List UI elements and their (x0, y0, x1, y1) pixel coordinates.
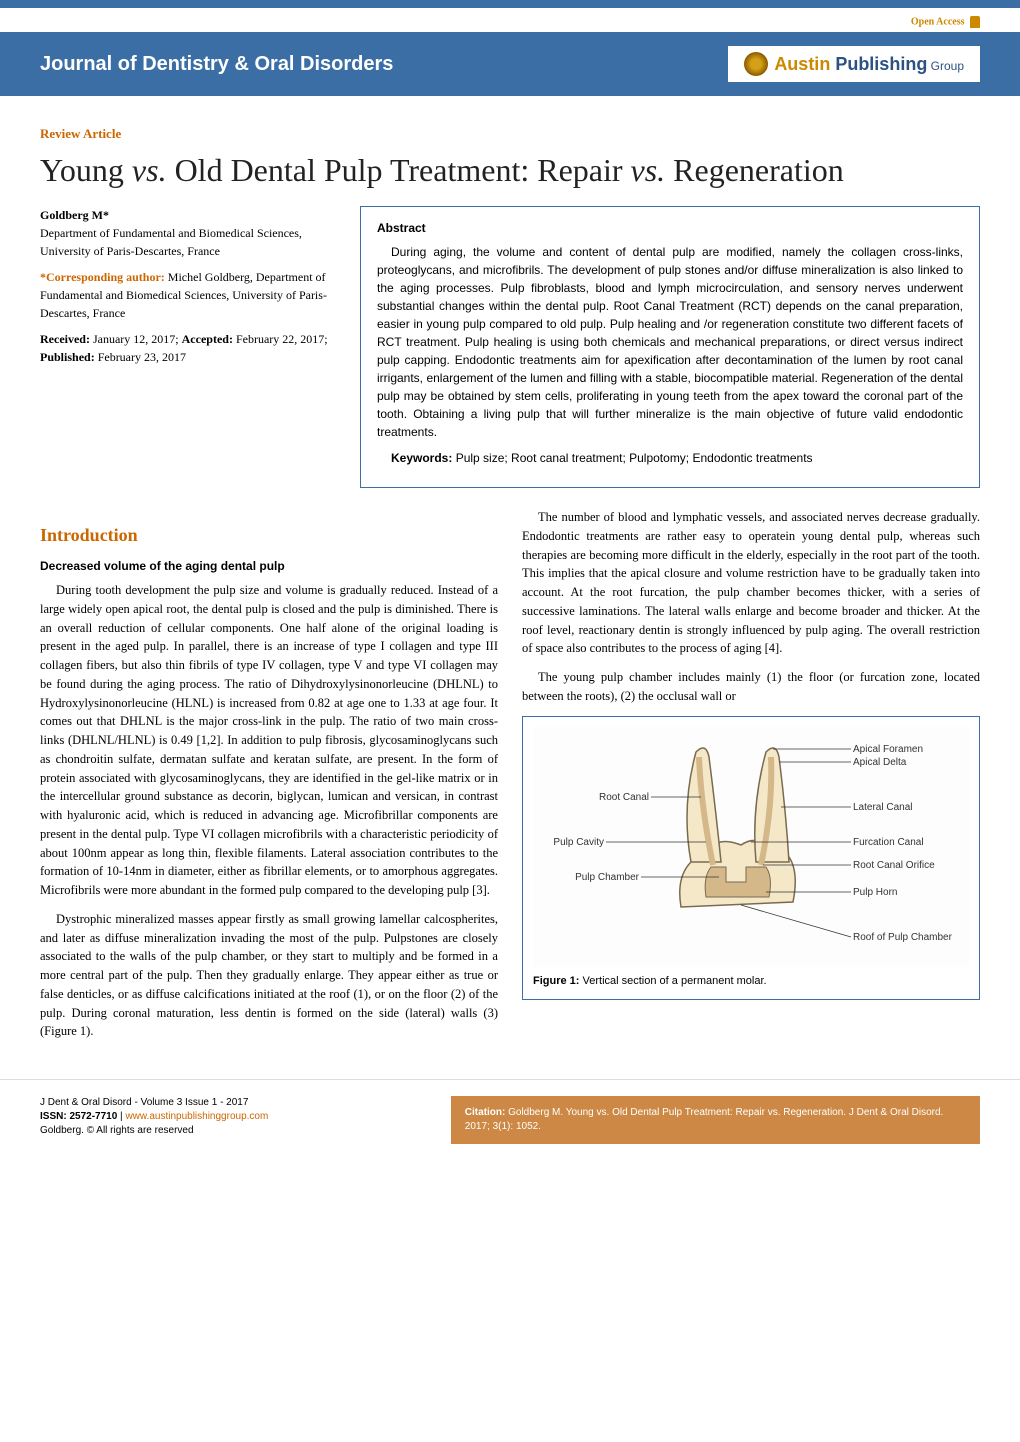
open-access-badge: Open Access (0, 8, 1020, 28)
body-paragraph-2: Dystrophic mineralized masses appear fir… (40, 910, 498, 1041)
abstract-box: Abstract During aging, the volume and co… (360, 206, 980, 488)
publisher-austin: Austin (774, 54, 830, 74)
keywords-text: Pulp size; Root canal treatment; Pulpoto… (452, 451, 812, 465)
header-band: Journal of Dentistry & Oral Disorders Au… (0, 32, 1020, 96)
label-root-canal: Root Canal (599, 792, 649, 803)
body-paragraph-3: The number of blood and lymphatic vessel… (522, 508, 980, 658)
citation-box: Citation: Goldberg M. Young vs. Old Dent… (451, 1096, 980, 1144)
label-pulp-cavity: Pulp Cavity (553, 837, 604, 848)
citation-label: Citation: (465, 1107, 506, 1118)
title-vs-1: vs. (132, 152, 167, 188)
title-vs-2: vs. (631, 152, 666, 188)
received-label: Received: (40, 332, 90, 346)
meta-row: Goldberg M* Department of Fundamental an… (40, 206, 980, 488)
published-date: February 23, 2017 (95, 350, 186, 364)
publisher-group: Group (927, 59, 964, 73)
footer-left: J Dent & Oral Disord - Volume 3 Issue 1 … (40, 1096, 435, 1144)
title-part-2: Old Dental Pulp Treatment: Repair (167, 152, 631, 188)
label-furcation-canal: Furcation Canal (853, 837, 924, 848)
subsection-heading: Decreased volume of the aging dental pul… (40, 557, 498, 575)
corresponding-label: *Corresponding author: (40, 270, 165, 284)
tooth-diagram-icon: Root Canal Pulp Cavity Pulp Chamber Apic… (533, 727, 969, 967)
introduction-heading: Introduction (40, 522, 498, 549)
citation-text: Goldberg M. Young vs. Old Dental Pulp Tr… (465, 1107, 944, 1132)
figure-1-caption: Figure 1: Vertical section of a permanen… (533, 973, 969, 990)
title-part-1: Young (40, 152, 132, 188)
author-affiliation: Department of Fundamental and Biomedical… (40, 226, 302, 258)
issn-label: ISSN: 2572-7710 (40, 1111, 117, 1122)
received-date: January 12, 2017; (90, 332, 182, 346)
label-pulp-horn: Pulp Horn (853, 887, 897, 898)
title-part-3: Regeneration (665, 152, 844, 188)
journal-name: Journal of Dentistry & Oral Disorders (40, 53, 393, 76)
abstract-heading: Abstract (377, 219, 963, 237)
lock-icon (970, 16, 980, 28)
figure-1: Root Canal Pulp Cavity Pulp Chamber Apic… (522, 716, 980, 1001)
page: Open Access Journal of Dentistry & Oral … (0, 0, 1020, 1442)
body-paragraph-4: The young pulp chamber includes mainly (… (522, 668, 980, 706)
publisher-url-link[interactable]: www.austinpublishinggroup.com (125, 1111, 268, 1122)
copyright-text: Goldberg. © All rights are reserved (40, 1124, 435, 1138)
author-column: Goldberg M* Department of Fundamental an… (40, 206, 340, 488)
journal-volume-info: J Dent & Oral Disord - Volume 3 Issue 1 … (40, 1096, 435, 1110)
publisher-logo: Austin Publishing Group (728, 46, 980, 82)
figure-1-image: Root Canal Pulp Cavity Pulp Chamber Apic… (533, 727, 969, 967)
label-lateral-canal: Lateral Canal (853, 802, 912, 813)
accepted-date: February 22, 2017; (233, 332, 328, 346)
body-paragraph-1: During tooth development the pulp size a… (40, 581, 498, 900)
accepted-label: Accepted: (182, 332, 233, 346)
label-roof-of-pulp-chamber: Roof of Pulp Chamber (853, 932, 953, 943)
footer: J Dent & Oral Disord - Volume 3 Issue 1 … (0, 1079, 1020, 1168)
open-access-text: Open Access (911, 16, 965, 27)
label-pulp-chamber: Pulp Chamber (575, 872, 640, 883)
content: Review Article Young vs. Old Dental Pulp… (0, 96, 1020, 1061)
label-apical-delta: Apical Delta (853, 757, 907, 768)
label-apical-foramen: Apical Foramen (853, 744, 923, 755)
article-title: Young vs. Old Dental Pulp Treatment: Rep… (40, 150, 980, 190)
figure-1-label: Figure 1: (533, 975, 579, 987)
keywords-label: Keywords: (391, 451, 452, 465)
publisher-text: Austin Publishing Group (774, 54, 964, 75)
body-columns: Introduction Decreased volume of the agi… (40, 508, 980, 1041)
figure-1-caption-text: Vertical section of a permanent molar. (579, 975, 766, 987)
publisher-icon (744, 52, 768, 76)
article-type: Review Article (40, 126, 980, 142)
publisher-publishing: Publishing (830, 54, 927, 74)
top-accent-bar (0, 0, 1020, 8)
abstract-body: During aging, the volume and content of … (377, 243, 963, 441)
published-label: Published: (40, 350, 95, 364)
author-name: Goldberg M* (40, 208, 109, 222)
label-root-canal-orifice: Root Canal Orifice (853, 860, 935, 871)
